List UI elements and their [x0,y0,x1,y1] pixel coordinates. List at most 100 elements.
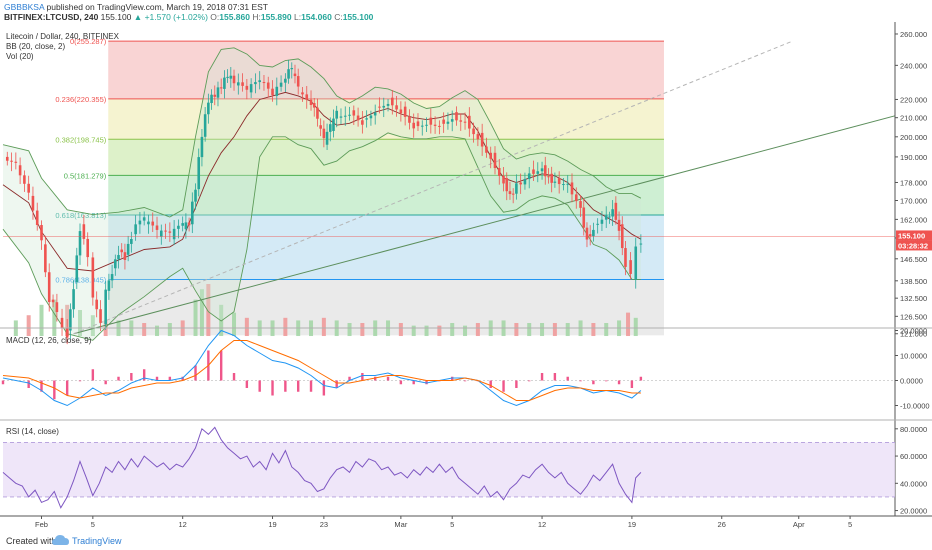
volume-bar [424,325,429,337]
candle-body [624,248,627,267]
macd-tick-label: 10.0000 [900,352,927,361]
volume-bar [39,304,44,337]
candle-body [543,165,547,177]
candle-body [177,225,180,229]
macd-histogram-bar [117,376,120,381]
candle-body [184,222,188,230]
macd-tick-label: 20.0000 [900,327,927,336]
trendline-solid [73,115,896,335]
macd-histogram-bar [194,365,197,381]
candle-body [463,121,467,123]
candle-body [493,152,497,169]
candle-body [508,191,512,195]
candle-body [497,168,501,176]
high-label: H: [252,12,261,22]
candle-body [301,92,304,95]
candle-body [395,105,398,110]
candle-body [468,115,471,129]
candle-body [438,125,441,127]
candle-body [574,194,578,202]
candle-body [339,116,343,118]
macd-histogram-bar [630,380,634,388]
symbol-line: BITFINEX:LTCUSD, 240 155.100 ▲ +1.570 (+… [4,12,373,22]
close-label: C: [334,12,343,22]
fib-label-2: 0.382(198.745) [55,135,106,144]
candle-body [107,280,111,291]
candle-body [44,244,47,273]
macd-tick-label: 0.0000 [900,377,923,386]
macd-histogram-bar [219,350,223,381]
candle-body [65,328,69,338]
candle-body [213,94,217,97]
candle-body [290,68,294,70]
candle-body [151,221,155,226]
fib-zone-1 [108,98,664,140]
macd-histogram-bar [309,380,313,392]
candle-body [194,189,197,202]
candle-body [532,169,535,174]
tradingview-link[interactable]: TradingView [72,536,122,546]
candle-body [14,161,18,163]
candle-body [75,255,79,283]
price-tick-label: 132.500 [900,294,927,303]
bollinger-upper-line [2,47,642,218]
author-link[interactable]: GBBBKSA [4,2,45,12]
candle-body [382,105,386,108]
candle-body [399,109,403,114]
candle-body [328,124,332,132]
volume-bar [437,325,442,337]
candle-body [216,87,220,98]
candle-body [433,124,437,126]
volume-bar [360,323,365,337]
fib-zone-4 [108,215,664,280]
volume-bar [244,317,249,337]
candle-body [442,119,445,124]
price-tick-label: 178.000 [900,178,927,187]
macd-histogram-bar [322,380,326,396]
candle-body [608,216,611,218]
candle-body [485,146,488,153]
candle-body [275,86,279,96]
candle-body [236,82,240,86]
candle-body [287,69,290,79]
candle-body [365,118,368,120]
candle-body [130,239,133,244]
macd-histogram-bar [232,373,236,381]
chart-canvas[interactable]: 0(255.287) 0.236(220.355) 0.382(198.745) 0.… [0,22,932,531]
volume-bar [411,325,416,337]
candle-body [505,178,509,192]
fib-label-1: 0.236(220.355) [55,95,106,104]
bollinger-fill [3,47,641,341]
candle-body [553,181,557,183]
macd-histogram-bar [53,380,56,400]
price-tick-label: 170.000 [900,196,927,205]
time-tick-label: 19 [268,520,276,529]
fib-label-3: 0.5(181.279) [64,171,107,180]
fib-label-0: 0(255.287) [70,37,107,46]
macd-histogram-bar [361,373,364,381]
candle-body [200,136,204,158]
chart-header: GBBBKSA published on TradingView.com, Ma… [0,0,932,22]
last-price: 155.100 [100,12,132,22]
low-value: 154.060 [301,12,332,22]
bollinger-lower-line [2,132,641,341]
rsi-tick-label: 80.0000 [900,425,927,434]
time-tick-label: 5 [91,520,95,529]
candle-body [604,215,608,220]
volume-bar [540,323,545,337]
volume-bar [604,323,609,337]
candle-body [425,124,428,126]
candle-body [361,120,364,125]
candle-body [232,75,236,84]
volume-bar [565,323,570,337]
price-tick-label: 200.000 [900,133,927,142]
bb-legend: BB (20, close, 2) [6,42,65,51]
price-tick-label: 260.000 [900,30,927,39]
chart-footer: Created with TradingView [0,531,932,550]
macd-histogram-bar [40,380,43,392]
candle-body [78,231,82,256]
macd-histogram-bar [245,380,249,388]
candle-body [134,224,137,235]
time-tick-label: Apr [793,520,805,529]
trendline-dashed [73,40,793,335]
